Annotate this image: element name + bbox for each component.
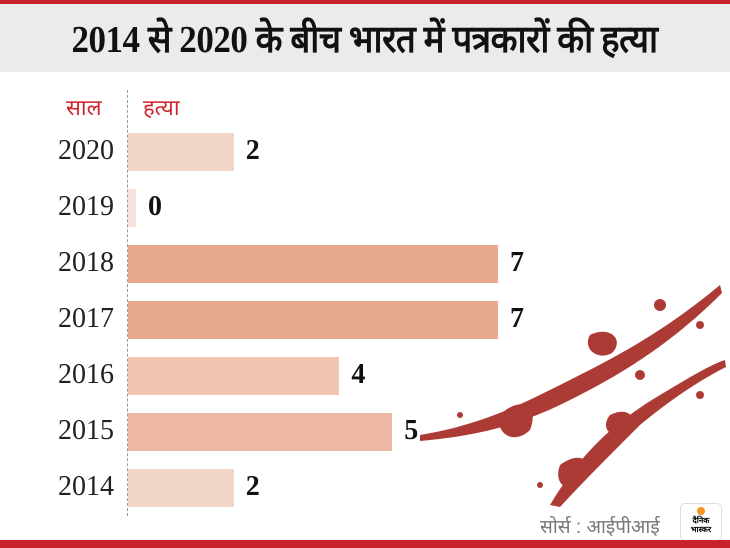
chart-title: 2014 से 2020 के बीच भारत में पत्रकारों क… bbox=[71, 19, 659, 61]
value-label: 7 bbox=[510, 303, 524, 334]
bar-2014 bbox=[128, 469, 234, 507]
year-label: 2014 bbox=[58, 471, 114, 502]
bar-2017 bbox=[128, 301, 498, 339]
year-label: 2017 bbox=[58, 303, 114, 334]
value-label: 4 bbox=[351, 359, 366, 390]
bar-2018 bbox=[128, 245, 498, 283]
bar-2015 bbox=[128, 413, 393, 451]
logo-line1: दैनिक bbox=[692, 516, 710, 525]
axis-line bbox=[127, 90, 128, 516]
value-label: 2 bbox=[245, 135, 260, 166]
value-label: 2 bbox=[245, 471, 260, 502]
year-label: 2020 bbox=[58, 135, 114, 166]
year-column-header: साल bbox=[66, 95, 102, 120]
source-note: सोर्स : आईपीआई bbox=[540, 517, 660, 538]
blood-splatter-image bbox=[420, 285, 726, 507]
logo-dot-icon bbox=[697, 507, 705, 515]
bar-2020 bbox=[128, 133, 234, 171]
bar-2019 bbox=[128, 189, 136, 227]
year-label: 2016 bbox=[58, 359, 114, 390]
year-label: 2018 bbox=[58, 247, 114, 278]
year-label: 2015 bbox=[58, 415, 114, 446]
value-label: 7 bbox=[510, 247, 524, 278]
top-accent-bar bbox=[0, 0, 730, 4]
bottom-accent-bar bbox=[0, 540, 730, 548]
header: 2014 से 2020 के बीच भारत में पत्रकारों क… bbox=[0, 4, 730, 72]
logo-line2: भास्कर bbox=[690, 525, 712, 534]
killings-column-header: हत्या bbox=[143, 95, 180, 120]
dainik-bhaskar-logo: दैनिक भास्कर bbox=[680, 503, 722, 541]
bar-2016 bbox=[128, 357, 340, 395]
year-label: 2019 bbox=[58, 191, 114, 222]
value-label: 5 bbox=[404, 415, 419, 446]
value-label: 0 bbox=[148, 191, 162, 222]
